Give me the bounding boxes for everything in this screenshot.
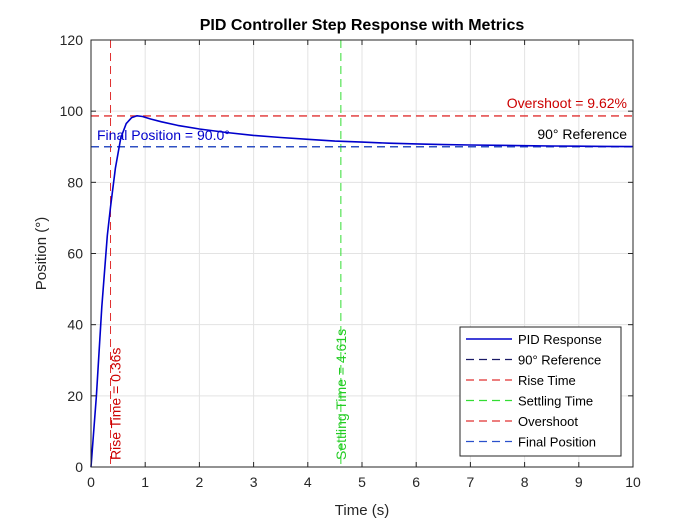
y-axis-label: Position (°) [33, 217, 50, 291]
legend-label: Overshoot [518, 414, 578, 429]
annotations: Overshoot = 9.62% 90° Reference Final Posi… [97, 95, 627, 460]
x-tick-label: 6 [412, 474, 420, 490]
y-tick-label: 40 [67, 317, 83, 333]
x-tick-label: 7 [467, 474, 475, 490]
reference-annotation: 90° Reference [537, 126, 627, 142]
final-position-annotation: Final Position = 90.0° [97, 127, 230, 143]
y-tick-label: 0 [75, 459, 83, 475]
legend-label: 90° Reference [518, 353, 601, 368]
y-tick-label: 20 [67, 388, 83, 404]
overshoot-annotation: Overshoot = 9.62% [507, 95, 627, 111]
x-tick-label: 1 [141, 474, 149, 490]
y-tick-label: 80 [67, 174, 83, 190]
x-tick-label: 3 [250, 474, 258, 490]
series-line-pid-response [90, 115, 634, 468]
x-axis-label: Time (s) [335, 502, 389, 519]
legend-label: Rise Time [518, 373, 576, 388]
x-tick-label: 10 [625, 474, 641, 490]
y-tick-label: 120 [60, 32, 84, 48]
x-tick-label: 2 [196, 474, 204, 490]
x-tick-label: 4 [304, 474, 312, 490]
settling-time-annotation: Settling Time = 4.61s [333, 329, 349, 460]
legend-label: PID Response [518, 332, 602, 347]
x-tick-label: 8 [521, 474, 529, 490]
chart-title: PID Controller Step Response with Metric… [200, 17, 525, 34]
y-tick-label: 60 [67, 246, 83, 262]
x-tick-label: 0 [87, 474, 95, 490]
y-tick-label: 100 [60, 103, 84, 119]
reference-lines [91, 40, 633, 467]
rise-time-annotation: Rise Time = 0.36s [108, 348, 124, 460]
series-layer [90, 115, 634, 468]
legend-box [459, 326, 622, 457]
legend: PID Response 90° Reference Rise Time Settli… [459, 326, 622, 457]
legend-label: Settling Time [518, 394, 593, 409]
legend-label: Final Position [518, 435, 596, 450]
x-tick-label: 9 [575, 474, 583, 490]
x-tick-label: 5 [358, 474, 366, 490]
